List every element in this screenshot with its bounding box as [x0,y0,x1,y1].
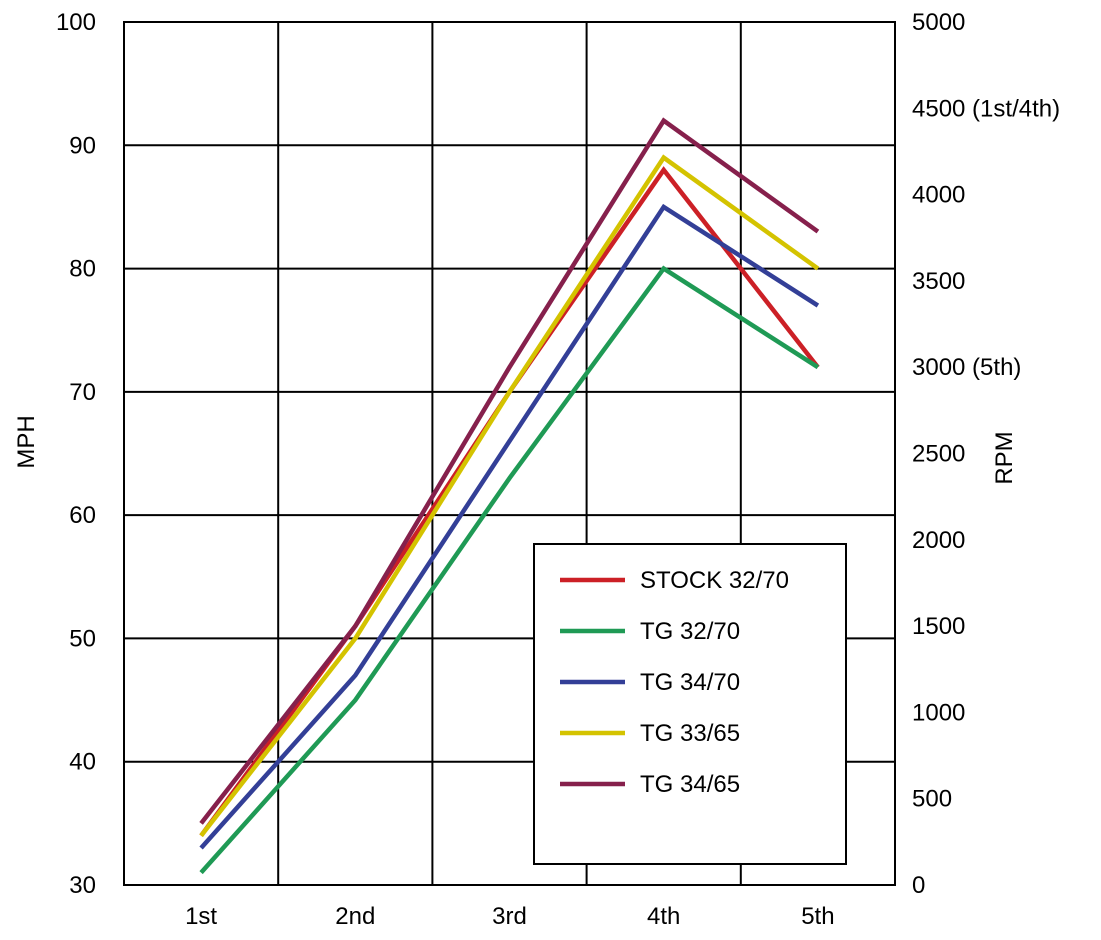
left-axis-ticks: 30 40 50 60 70 80 90 100 [56,9,96,899]
y-tick-label: 50 [69,625,96,652]
legend-label: TG 34/65 [640,771,740,798]
series-lines [199,117,820,875]
series-line [199,265,820,875]
legend-label: TG 32/70 [640,618,740,645]
y2-tick-label: 1500 [912,613,965,640]
x-tick-label: 2nd [335,903,375,930]
y2-axis-label: RPM [991,431,1018,484]
x-axis-ticks: 1st 2nd 3rd 4th 5th [185,903,834,930]
y2-tick-label: 3500 [912,268,965,295]
y2-tick-label: 4500 (1st/4th) [912,95,1060,122]
legend-label: STOCK 32/70 [640,567,789,594]
legend: STOCK 32/70 TG 32/70 TG 34/70 TG 33/65 TG 34… [533,543,847,865]
x-tick-label: 1st [185,903,217,930]
series-line [199,154,820,838]
legend-label: TG 34/70 [640,669,740,696]
series-line [199,203,820,850]
y-tick-label: 60 [69,502,96,529]
y2-tick-label: 5000 [912,9,965,36]
y2-tick-label: 3000 (5th) [912,354,1021,381]
right-axis-ticks: 0 500 1000 1500 2000 2500 3000 (5th) 3500 4000 45… [912,9,1060,899]
y-tick-label: 40 [69,749,96,776]
legend-label: TG 33/65 [640,720,740,747]
y-tick-label: 30 [69,872,96,899]
x-tick-label: 5th [801,903,834,930]
y-tick-label: 100 [56,9,96,36]
series-line [199,117,820,825]
y2-tick-label: 2500 [912,441,965,468]
y-axis-label: MPH [13,415,40,468]
y2-tick-label: 0 [912,872,925,899]
y-tick-label: 70 [69,379,96,406]
x-tick-label: 3rd [492,903,527,930]
plot-frame [123,21,896,886]
y-tick-label: 80 [69,256,96,283]
y2-tick-label: 2000 [912,527,965,554]
y2-tick-label: 500 [912,786,952,813]
x-tick-label: 4th [647,903,680,930]
y2-tick-label: 1000 [912,699,965,726]
legend-box [533,543,847,865]
y-tick-label: 90 [69,132,96,159]
y2-tick-label: 4000 [912,182,965,209]
